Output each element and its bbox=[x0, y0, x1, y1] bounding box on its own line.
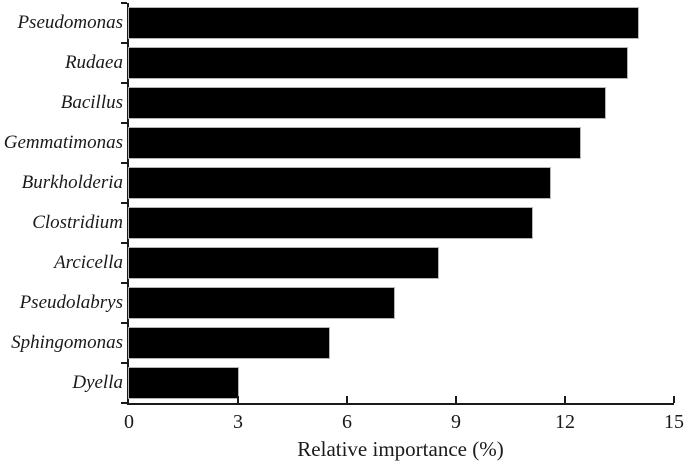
category-label: Sphingomonas bbox=[11, 332, 123, 353]
category-label: Gemmatimonas bbox=[3, 132, 123, 153]
y-tick-mark bbox=[121, 82, 127, 84]
y-tick-mark bbox=[121, 362, 127, 364]
bar bbox=[128, 7, 639, 39]
y-tick-mark bbox=[121, 2, 127, 4]
x-tick-mark bbox=[346, 396, 348, 403]
y-tick-mark bbox=[121, 322, 127, 324]
x-tick-label: 9 bbox=[451, 411, 461, 433]
x-tick-mark bbox=[564, 396, 566, 403]
category-label: Pseudomonas bbox=[17, 12, 123, 33]
bar bbox=[128, 367, 239, 399]
x-tick-labels: 0 3 6 9 12 15 bbox=[124, 409, 684, 435]
x-axis-ticks bbox=[129, 3, 675, 403]
category-label: Pseudolabrys bbox=[19, 292, 123, 313]
category-label: Clostridium bbox=[32, 212, 123, 233]
y-tick-mark bbox=[121, 282, 127, 284]
category-label: Dyella bbox=[72, 372, 123, 393]
category-label: Arcicella bbox=[54, 252, 123, 273]
bar bbox=[128, 47, 628, 79]
y-tick-mark bbox=[121, 402, 127, 404]
y-tick-mark bbox=[121, 162, 127, 164]
y-tick-mark bbox=[121, 42, 127, 44]
bar bbox=[128, 247, 439, 279]
bar bbox=[127, 207, 534, 239]
x-tick-label: 3 bbox=[233, 411, 243, 433]
plot-area bbox=[121, 2, 675, 405]
x-tick-label: 15 bbox=[664, 411, 684, 433]
x-tick-label: 0 bbox=[124, 411, 134, 433]
category-label: Bacillus bbox=[60, 92, 123, 113]
x-tick-mark bbox=[237, 396, 239, 403]
bar bbox=[128, 127, 581, 159]
y-tick-mark bbox=[121, 242, 127, 244]
category-label: Burkholderia bbox=[21, 172, 123, 193]
bar bbox=[128, 327, 330, 359]
category-label: Rudaea bbox=[64, 52, 123, 73]
bar bbox=[127, 287, 396, 319]
x-tick-mark bbox=[455, 396, 457, 403]
bar bbox=[127, 167, 552, 199]
y-axis-ticks bbox=[121, 2, 674, 404]
y-tick-mark bbox=[121, 202, 127, 204]
bars-layer bbox=[127, 3, 674, 403]
x-tick-mark bbox=[673, 396, 675, 403]
category-labels: Pseudomonas Rudaea Bacillus Gemmatimonas Bur… bbox=[0, 3, 123, 403]
y-tick-mark bbox=[121, 122, 127, 124]
bar bbox=[128, 87, 606, 119]
x-tick-label: 12 bbox=[555, 411, 575, 433]
x-axis-title: Relative importance (%) bbox=[297, 437, 504, 461]
x-tick-label: 6 bbox=[342, 411, 352, 433]
